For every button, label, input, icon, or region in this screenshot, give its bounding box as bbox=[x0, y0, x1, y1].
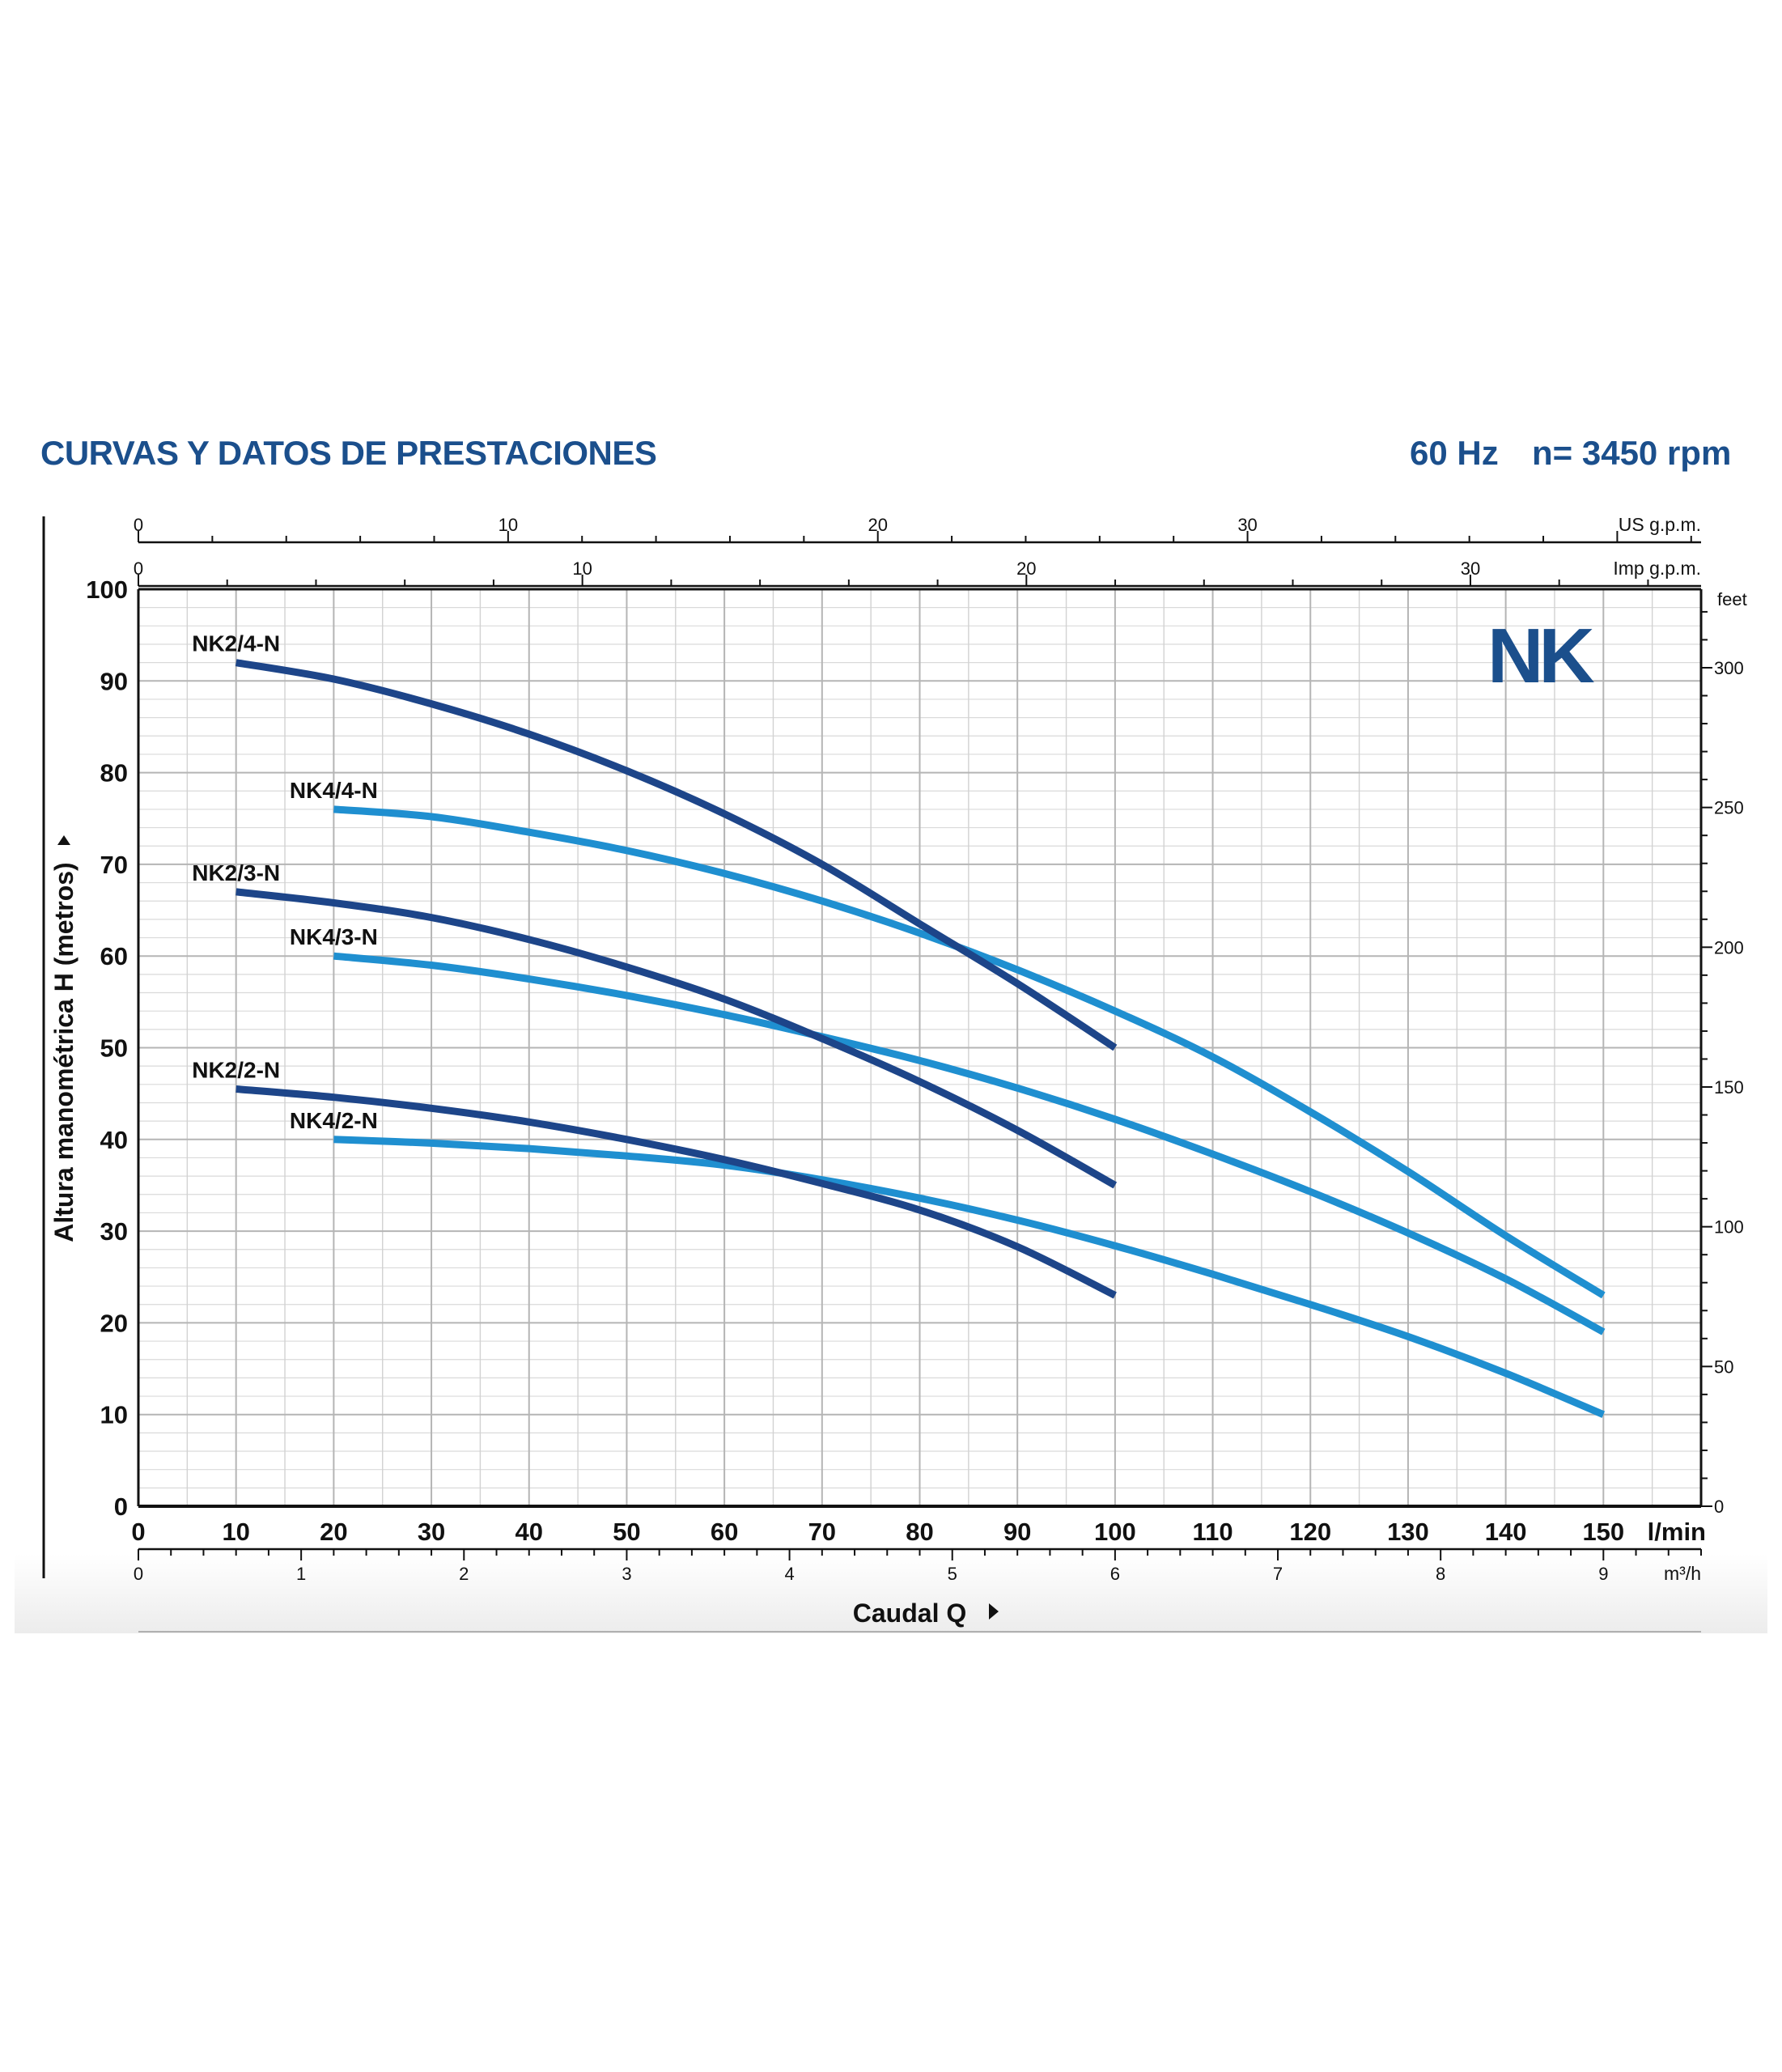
y-tick-label: 90 bbox=[100, 667, 128, 695]
bottom-shading bbox=[15, 1554, 1767, 1633]
m3h-axis-tick-label: 8 bbox=[1436, 1564, 1445, 1584]
x-axis-title: Caudal Q bbox=[853, 1599, 966, 1628]
m3h-axis-tick-label: 2 bbox=[459, 1564, 469, 1584]
us-gpm-axis-tick-label: 0 bbox=[134, 515, 143, 535]
imp-gpm-axis-tick-label: 20 bbox=[1016, 558, 1036, 579]
x-tick-label: 0 bbox=[131, 1518, 145, 1546]
x-tick-label: 150 bbox=[1582, 1518, 1624, 1546]
x-tick-label: 70 bbox=[808, 1518, 836, 1546]
x-tick-label: 120 bbox=[1289, 1518, 1331, 1546]
series-label: NK4/3-N bbox=[290, 924, 378, 949]
m3h-axis-tick-label: 7 bbox=[1273, 1564, 1283, 1584]
x-tick-label: 90 bbox=[1003, 1518, 1031, 1546]
feet-tick-label: 50 bbox=[1714, 1357, 1733, 1377]
imp-gpm-axis-tick-label: 0 bbox=[134, 558, 143, 579]
y-tick-label: 40 bbox=[100, 1126, 128, 1154]
series-label: NK2/4-N bbox=[192, 631, 280, 656]
frequency-label: 60 Hz bbox=[1410, 434, 1499, 472]
m3h-axis-unit-label: m³/h bbox=[1664, 1563, 1701, 1584]
us-gpm-axis-tick-label: 30 bbox=[1237, 515, 1257, 535]
x-tick-label: 110 bbox=[1193, 1518, 1233, 1546]
y-axis-title: Altura manométrica H (metros) bbox=[49, 862, 78, 1242]
x-tick-label: 10 bbox=[222, 1518, 249, 1546]
feet-tick-label: 100 bbox=[1714, 1217, 1744, 1238]
y-tick-label: 50 bbox=[100, 1034, 128, 1063]
y-tick-label: 0 bbox=[114, 1492, 128, 1521]
x-unit-label: l/min bbox=[1648, 1518, 1706, 1546]
m3h-axis-tick-label: 4 bbox=[784, 1564, 794, 1584]
imp-gpm-axis-tick-label: 10 bbox=[572, 558, 592, 579]
series-label: NK2/3-N bbox=[192, 860, 280, 885]
curve-nk2-3-n bbox=[235, 888, 1118, 1189]
series-label: NK4/4-N bbox=[290, 778, 378, 803]
y-tick-label: 30 bbox=[100, 1217, 128, 1246]
m3h-axis-tick-label: 9 bbox=[1598, 1564, 1608, 1584]
m3h-axis-tick-label: 3 bbox=[622, 1564, 631, 1584]
x-axis-arrow-icon bbox=[989, 1603, 999, 1620]
series-label: NK2/2-N bbox=[192, 1057, 280, 1082]
curve-nk2-4-n bbox=[235, 659, 1118, 1051]
feet-unit-label: feet bbox=[1717, 589, 1747, 609]
m3h-axis-tick-label: 0 bbox=[134, 1564, 143, 1584]
y-tick-label: 80 bbox=[100, 759, 128, 788]
x-tick-label: 60 bbox=[711, 1518, 738, 1546]
us-gpm-axis-tick-label: 10 bbox=[499, 515, 518, 535]
series-label: NK4/2-N bbox=[290, 1108, 378, 1133]
curve-nk4-2-n bbox=[333, 1136, 1606, 1418]
x-tick-label: 20 bbox=[320, 1518, 347, 1546]
us-gpm-axis-unit-label: US g.p.m. bbox=[1619, 514, 1701, 535]
nk-logo: NK bbox=[1487, 613, 1594, 699]
y-tick-label: 20 bbox=[100, 1309, 128, 1337]
curve-nk4-3-n bbox=[333, 952, 1606, 1335]
imp-gpm-axis-tick-label: 30 bbox=[1461, 558, 1480, 579]
curve-labels: NK2/4-N NK4/4-N NK2/3-N NK4/3-N NK2/2-N NK4/2… bbox=[192, 631, 378, 1133]
x-tick-label: 30 bbox=[418, 1518, 445, 1546]
y-axis-arrow-icon bbox=[57, 835, 70, 845]
feet-tick-label: 250 bbox=[1714, 798, 1744, 818]
speed-label: n= 3450 rpm bbox=[1532, 434, 1732, 472]
y-tick-label: 100 bbox=[86, 575, 128, 604]
feet-tick-label: 300 bbox=[1714, 658, 1744, 678]
x-tick-label: 100 bbox=[1094, 1518, 1136, 1546]
feet-tick-label: 200 bbox=[1714, 937, 1744, 957]
m3h-axis-tick-label: 5 bbox=[948, 1564, 957, 1584]
x-tick-label: 130 bbox=[1387, 1518, 1429, 1546]
feet-tick-label: 0 bbox=[1714, 1497, 1724, 1517]
imp-gpm-axis-unit-label: Imp g.p.m. bbox=[1613, 558, 1701, 579]
x-tick-label: 80 bbox=[906, 1518, 933, 1546]
y-tick-label: 10 bbox=[100, 1401, 128, 1429]
x-tick-label: 140 bbox=[1485, 1518, 1527, 1546]
x-tick-label: 40 bbox=[516, 1518, 543, 1546]
curve-nk2-2-n bbox=[235, 1085, 1117, 1299]
m3h-axis-tick-label: 1 bbox=[296, 1564, 306, 1584]
y-tick-label: 60 bbox=[100, 942, 128, 970]
m3h-axis-tick-label: 6 bbox=[1110, 1564, 1120, 1584]
x-tick-label: 50 bbox=[613, 1518, 640, 1546]
curve-series bbox=[235, 659, 1606, 1418]
feet-tick-label: 150 bbox=[1714, 1077, 1744, 1098]
us-gpm-axis-tick-label: 20 bbox=[868, 515, 887, 535]
y-tick-label: 70 bbox=[100, 851, 128, 879]
chart-section-title: CURVAS Y DATOS DE PRESTACIONES bbox=[40, 434, 657, 472]
